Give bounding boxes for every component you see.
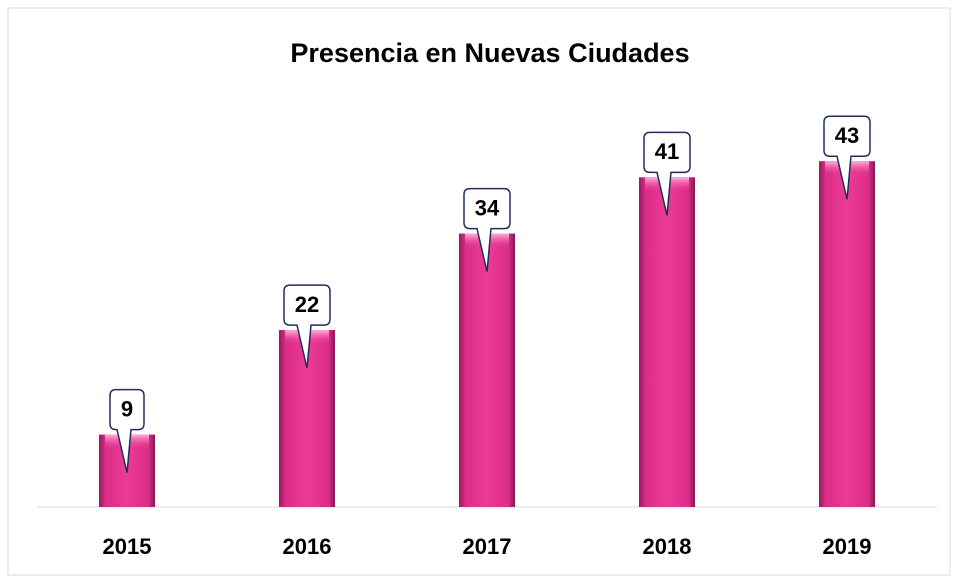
x-tick-label: 2016 — [283, 534, 332, 559]
data-label-callout — [109, 388, 145, 473]
x-tick-label: 2018 — [643, 534, 692, 559]
bar-bevel — [819, 161, 875, 507]
data-label: 43 — [835, 123, 859, 148]
bar-bevel — [459, 233, 515, 507]
data-label-callout — [643, 131, 691, 216]
bar-bevel — [639, 177, 695, 508]
x-tick-label: 2019 — [823, 534, 872, 559]
data-label: 22 — [295, 292, 319, 317]
x-tick-label: 2017 — [463, 534, 512, 559]
data-label: 34 — [475, 195, 500, 220]
data-label-callout — [823, 115, 871, 200]
data-label: 9 — [121, 396, 133, 421]
data-label-callout — [463, 187, 511, 272]
data-label: 41 — [655, 139, 679, 164]
x-tick-label: 2015 — [103, 534, 152, 559]
chart-title: Presencia en Nuevas Ciudades — [290, 38, 689, 68]
data-label-callout — [283, 284, 331, 369]
